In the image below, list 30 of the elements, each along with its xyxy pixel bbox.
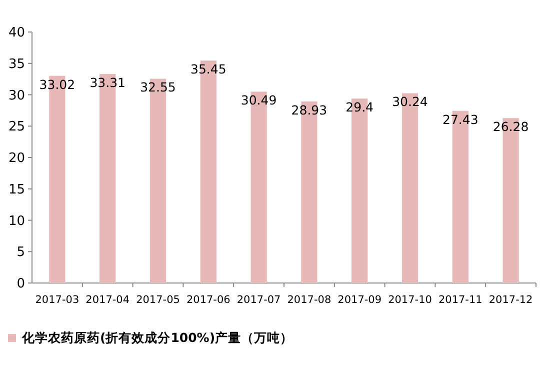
- x-tick-label: 2017-07: [236, 294, 281, 306]
- x-tick-label: 2017-03: [35, 294, 80, 306]
- x-tick-label: 2017-08: [287, 294, 332, 306]
- y-tick-label: 0: [16, 276, 25, 292]
- data-label: 26.28: [492, 119, 529, 134]
- data-label: 35.45: [190, 62, 226, 77]
- data-label: 30.24: [392, 94, 428, 110]
- data-label: 30.49: [240, 92, 277, 108]
- data-label: 32.55: [140, 80, 176, 95]
- y-tick-label: 10: [8, 214, 25, 229]
- data-label: 28.93: [291, 102, 328, 118]
- y-tick-label: 25: [8, 120, 25, 135]
- x-tick-label: 2017-11: [438, 294, 482, 306]
- x-tick-label: 2017-10: [388, 294, 432, 306]
- x-tick-label: 2017-05: [136, 294, 180, 306]
- y-tick-label: 35: [8, 56, 25, 72]
- x-tick-label: 2017-04: [86, 294, 130, 306]
- y-tick-label: 20: [8, 151, 25, 166]
- y-tick-label: 15: [8, 182, 25, 198]
- x-tick-label: 2017-06: [186, 294, 231, 306]
- data-label: 33.31: [90, 74, 126, 90]
- legend-label: 化学农药原药(折有效成分100%)产量（万吨）: [21, 330, 294, 345]
- x-tick-label: 2017-09: [338, 294, 382, 306]
- data-label: 33.02: [39, 76, 76, 92]
- y-tick-label: 5: [16, 245, 25, 260]
- y-tick-label: 30: [8, 88, 25, 104]
- y-tick-label: 40: [8, 26, 25, 40]
- x-tick-label: 2017-12: [488, 294, 533, 306]
- data-label: 27.43: [442, 112, 478, 127]
- data-label: 29.4: [346, 100, 374, 115]
